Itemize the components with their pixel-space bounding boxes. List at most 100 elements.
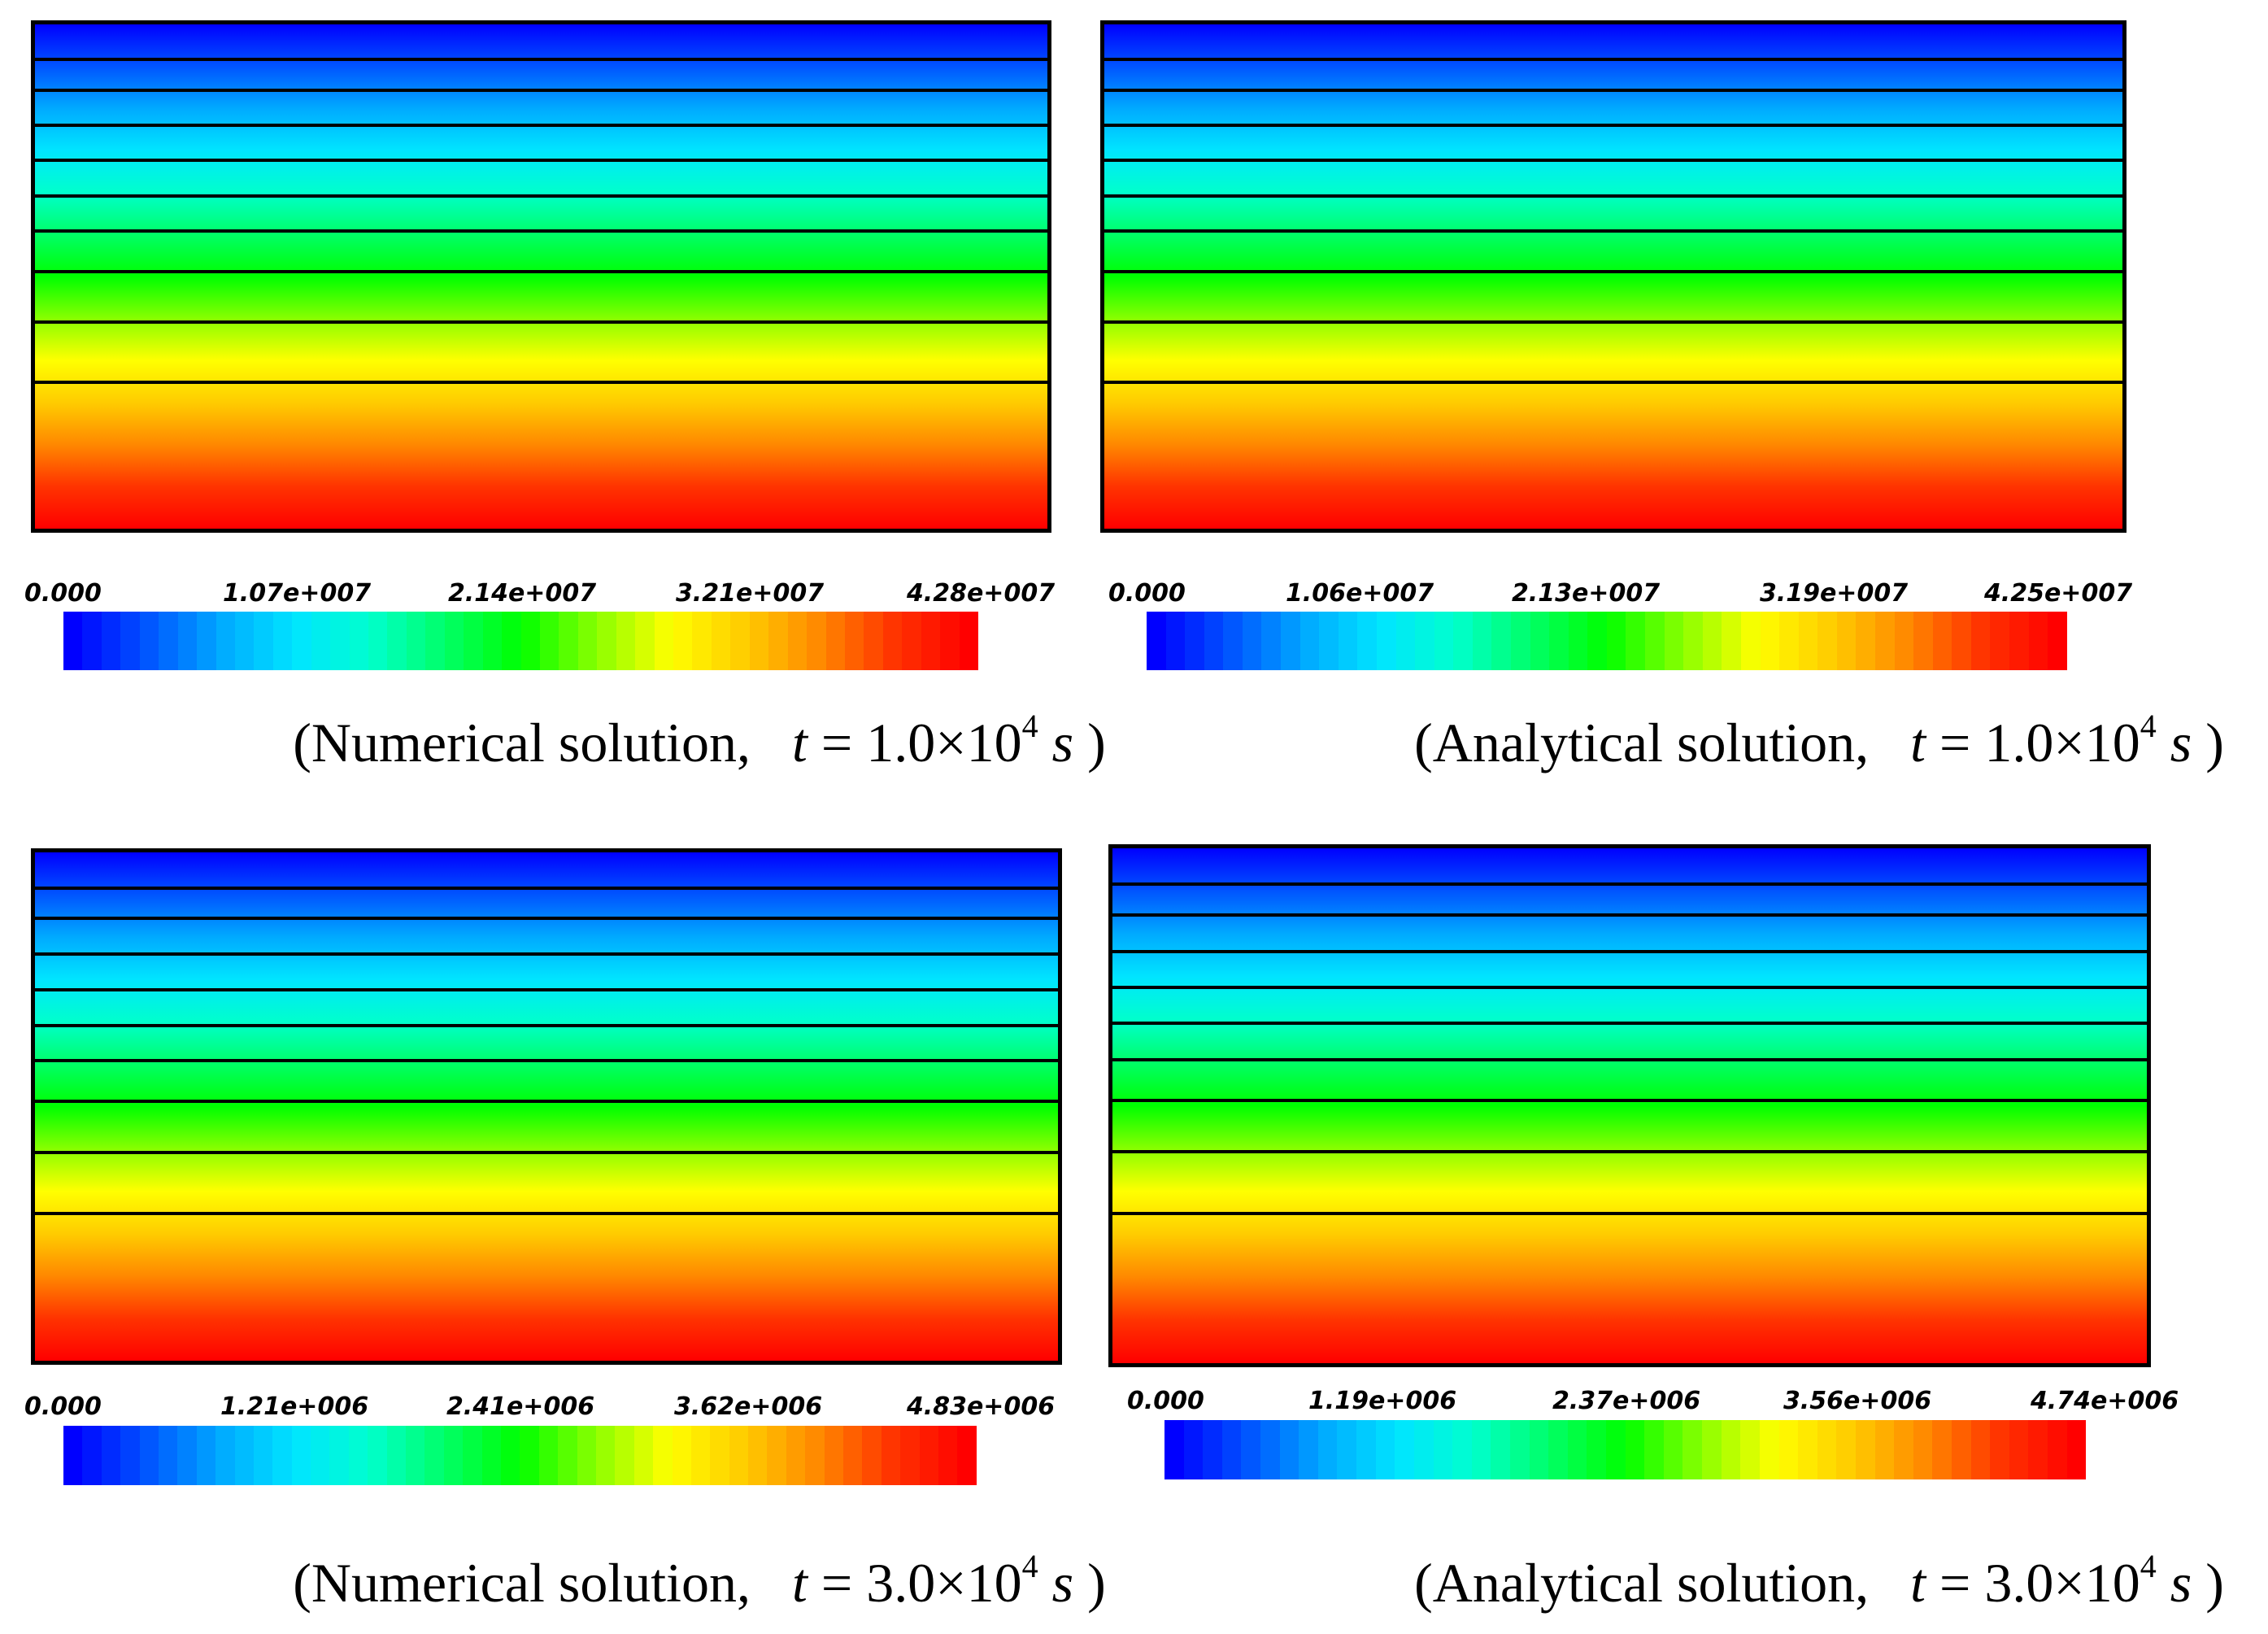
colorbar-segment <box>1338 612 1358 670</box>
caption-label: (Numerical solution, <box>293 712 751 773</box>
colorbar-tick-label: 2.37e+006 <box>1552 1387 1701 1415</box>
caption-base: 10 <box>966 1552 1022 1614</box>
colorbar-segment <box>139 1426 159 1485</box>
caption-unit: s <box>1051 1552 1074 1614</box>
colorbar-segment <box>654 612 673 670</box>
colorbar-segment <box>1722 612 1741 670</box>
colorbar-segment <box>386 1426 407 1485</box>
colorbar-segment <box>577 1426 596 1485</box>
colorbar-segment <box>348 1426 368 1485</box>
colorbar-segment <box>1645 612 1665 670</box>
colorbar-segment <box>1164 1420 1184 1479</box>
colorbar-segment <box>1530 612 1550 670</box>
caption-label: (Analytical solution, <box>1414 1552 1870 1614</box>
colorbar-segment <box>729 1426 749 1485</box>
colorbar-segment <box>787 612 808 670</box>
colorbar-segment <box>1413 1420 1434 1479</box>
colorbar-segment <box>1165 612 1186 670</box>
colorbar-segment <box>805 1426 825 1485</box>
colorbar-segment <box>215 612 235 670</box>
colorbar-segment <box>311 1426 330 1485</box>
colorbar-segment <box>824 1426 844 1485</box>
colorbar-tick-label: 0.000 <box>24 1392 102 1421</box>
colorbar-segment <box>1415 612 1434 670</box>
caption-equals: = <box>807 1552 867 1614</box>
colorbar-segment <box>2066 1420 2087 1479</box>
colorbar-segment <box>919 1426 938 1485</box>
colorbar-segment <box>1932 612 1952 670</box>
colorbar-segment <box>444 612 464 670</box>
colorbar-segment <box>1836 1420 1856 1479</box>
contour-line <box>35 952 1058 956</box>
caption-exponent: 4 <box>1021 708 1038 744</box>
caption-exponent: 4 <box>1021 1548 1038 1584</box>
colorbar-segment <box>291 1426 311 1485</box>
colorbar-segment <box>692 612 712 670</box>
colorbar <box>1147 612 2067 670</box>
caption-unit: s <box>2170 712 2192 773</box>
colorbar-segment <box>1952 612 1971 670</box>
colorbar-segment <box>1836 612 1857 670</box>
colorbar-segment <box>1606 1420 1626 1479</box>
colorbar-segment <box>1721 1420 1741 1479</box>
contour-line <box>1112 985 2147 989</box>
colorbar-segment <box>1434 612 1454 670</box>
colorbar-segment <box>215 1426 235 1485</box>
colorbar-segment <box>1817 1420 1837 1479</box>
colorbar-segment <box>864 612 883 670</box>
colorbar-segment <box>82 1426 102 1485</box>
colorbar-segment <box>63 1426 83 1485</box>
colorbar-segment <box>539 612 559 670</box>
colorbar-tick-label: 4.25e+007 <box>1983 579 2133 608</box>
colorbar-segment <box>1894 612 1914 670</box>
contour-plot <box>31 848 1062 1365</box>
colorbar-tick-label: 2.14e+007 <box>447 579 597 608</box>
colorbar-segment <box>1510 612 1530 670</box>
contour-plot <box>1108 844 2151 1367</box>
colorbar-segment <box>1279 1420 1299 1479</box>
colorbar <box>1164 1420 2087 1479</box>
colorbar-segment <box>349 612 368 670</box>
caption-exponent: 4 <box>2140 708 2157 744</box>
colorbar-segment <box>538 1426 559 1485</box>
colorbar-segment <box>559 612 578 670</box>
caption-equals: = <box>1926 1552 1985 1614</box>
field-gradient <box>1104 24 2122 529</box>
colorbar-segment <box>272 612 293 670</box>
colorbar-segment <box>1261 612 1282 670</box>
colorbar-tick-label: 3.21e+007 <box>675 579 825 608</box>
colorbar-segment <box>520 612 540 670</box>
colorbar-segment <box>425 612 445 670</box>
colorbar-segment <box>768 612 788 670</box>
colorbar-segment <box>1990 1420 2009 1479</box>
colorbar-tick-label: 0.000 <box>1127 1387 1204 1415</box>
colorbar-tick-label: 3.56e+006 <box>1783 1387 1932 1415</box>
contour-line <box>1112 1099 2147 1103</box>
colorbar-segment <box>1433 1420 1453 1479</box>
colorbar-segment <box>1548 1420 1568 1479</box>
field-gradient <box>35 852 1058 1361</box>
caption-equals: = <box>807 712 867 773</box>
colorbar-segment <box>1702 612 1722 670</box>
contour-line <box>35 159 1047 163</box>
contour-line <box>35 88 1047 92</box>
panel-caption: (Analytical solution, t = 1.0×104 s ) <box>1414 708 2224 775</box>
colorbar-segment <box>825 612 845 670</box>
colorbar-segment <box>882 612 903 670</box>
colorbar-segment <box>500 1426 520 1485</box>
colorbar-segment <box>1682 1420 1703 1479</box>
caption-close: ) <box>1087 712 1106 773</box>
colorbar-segment <box>730 612 750 670</box>
colorbar-segment <box>120 1426 140 1485</box>
contour-line <box>1104 381 2122 385</box>
colorbar-segment <box>311 612 331 670</box>
colorbar-segment <box>1242 612 1262 670</box>
colorbar-segment <box>63 612 83 670</box>
colorbar <box>63 1426 977 1485</box>
caption-exponent: 4 <box>2140 1548 2157 1584</box>
colorbar-segment <box>1894 1420 1913 1479</box>
colorbar-segment <box>577 612 598 670</box>
colorbar-segment <box>749 612 769 670</box>
contour-line <box>1112 913 2147 917</box>
colorbar-segment <box>597 612 616 670</box>
